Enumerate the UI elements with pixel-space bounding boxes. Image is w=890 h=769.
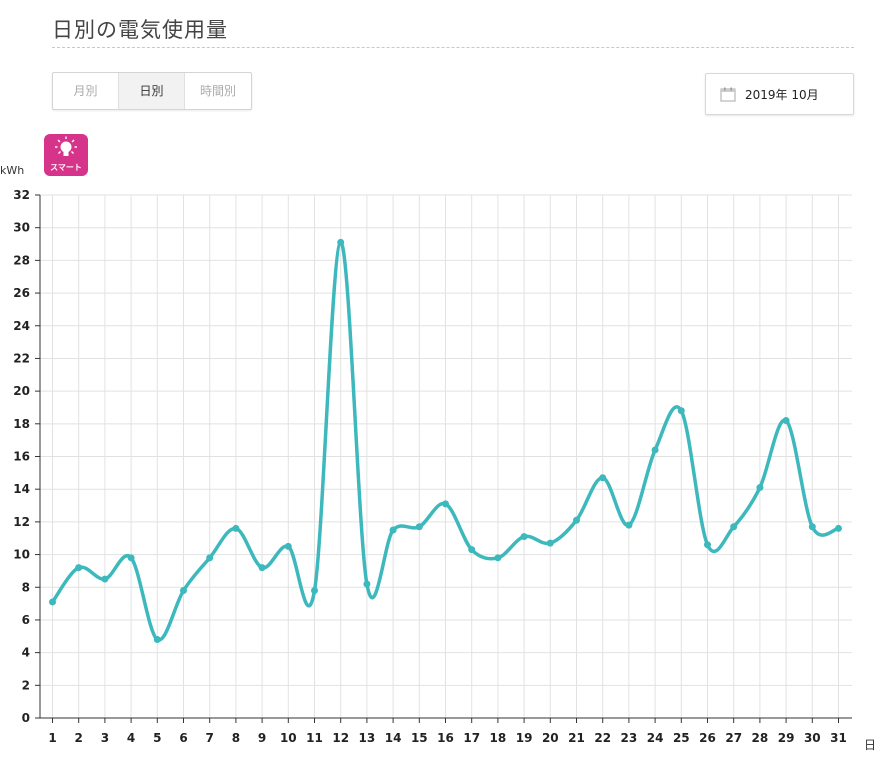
data-point [232, 524, 240, 532]
smart-badge: スマート [44, 134, 88, 176]
data-point [258, 564, 266, 572]
y-tick-label: 2 [22, 678, 30, 692]
x-tick-label: 28 [752, 731, 769, 745]
chart-grid [40, 194, 852, 718]
data-point [337, 238, 345, 246]
x-tick-label: 5 [153, 731, 161, 745]
y-tick-label: 12 [13, 515, 30, 529]
data-point [835, 524, 842, 532]
data-point [808, 523, 816, 531]
x-tick-label: 30 [804, 731, 821, 745]
x-tick-label: 9 [258, 731, 266, 745]
data-point [730, 523, 738, 531]
y-tick-label: 24 [13, 319, 30, 333]
period-tabs: 月別 日別 時間別 [52, 72, 252, 110]
data-point [363, 580, 371, 588]
y-tick-label: 10 [13, 548, 30, 562]
x-tick-label: 24 [647, 731, 664, 745]
data-point [625, 521, 633, 529]
data-point [442, 500, 449, 508]
data-point [127, 554, 135, 562]
x-tick-label: 3 [101, 731, 109, 745]
calendar-icon [720, 87, 736, 102]
y-tick-label: 28 [13, 253, 30, 267]
y-tick-label: 26 [13, 286, 30, 300]
y-tick-label: 4 [22, 646, 30, 660]
x-tick-label: 8 [232, 731, 240, 745]
data-point [651, 446, 659, 454]
lightbulb-icon [55, 136, 77, 156]
month-picker-value: 2019年 10月 [745, 87, 819, 102]
y-tick-label: 30 [13, 221, 30, 235]
data-point [284, 542, 292, 550]
data-point [677, 407, 685, 415]
chart-series [49, 238, 842, 644]
data-point [546, 539, 554, 547]
data-point [180, 587, 187, 595]
x-tick-label: 6 [179, 731, 187, 745]
x-tick-label: 20 [542, 731, 559, 745]
data-point [599, 474, 607, 482]
x-tick-label: 27 [725, 731, 742, 745]
x-tick-label: 7 [206, 731, 214, 745]
x-tick-label: 17 [463, 731, 480, 745]
data-point [389, 526, 397, 534]
data-point [520, 533, 528, 541]
x-tick-label: 2 [75, 731, 83, 745]
x-tick-label: 21 [568, 731, 585, 745]
data-point [49, 598, 56, 606]
data-point [756, 484, 764, 492]
x-tick-label: 23 [621, 731, 638, 745]
y-tick-label: 8 [22, 580, 30, 594]
smart-badge-label: スマート [50, 163, 82, 172]
tab-hourly[interactable]: 時間別 [199, 84, 236, 98]
x-tick-label: 29 [778, 731, 795, 745]
x-tick-label: 15 [411, 731, 428, 745]
x-tick-label: 25 [673, 731, 690, 745]
y-tick-label: 32 [13, 188, 30, 202]
data-point [75, 564, 83, 572]
tab-monthly[interactable]: 月別 [53, 73, 119, 109]
data-point [468, 546, 476, 554]
x-tick-label: 22 [594, 731, 611, 745]
chart-axes [35, 194, 852, 723]
y-tick-label: 6 [22, 613, 30, 627]
x-tick-label: 14 [385, 731, 402, 745]
data-point [782, 417, 790, 425]
x-tick-label: 12 [332, 731, 349, 745]
data-point [573, 516, 580, 524]
x-tick-label: 19 [516, 731, 533, 745]
x-tick-label: 10 [280, 731, 297, 745]
x-axis-label: 日 [864, 738, 876, 752]
data-point [311, 587, 318, 595]
data-point [153, 636, 161, 644]
tab-daily[interactable]: 日別 [119, 73, 185, 109]
y-tick-label: 16 [13, 450, 30, 464]
x-tick-label: 31 [830, 731, 847, 745]
y-tick-label: 18 [13, 417, 30, 431]
page-title: 日別の電気使用量 [52, 18, 228, 42]
data-point [206, 554, 214, 562]
x-tick-label: 13 [359, 731, 376, 745]
x-tick-label: 16 [437, 731, 454, 745]
x-tick-label: 18 [490, 731, 507, 745]
month-picker[interactable]: 2019年 10月 [705, 73, 854, 115]
x-tick-label: 1 [48, 731, 56, 745]
y-tick-label: 20 [13, 384, 30, 398]
title-divider [52, 47, 854, 48]
x-tick-label: 4 [127, 731, 135, 745]
x-tick-label: 26 [699, 731, 716, 745]
data-point [415, 523, 423, 531]
data-point [101, 575, 109, 583]
x-tick-label: 11 [306, 731, 323, 745]
data-point [704, 541, 711, 549]
y-tick-label: 22 [13, 351, 30, 365]
data-point [494, 554, 502, 562]
y-tick-label: 0 [22, 711, 30, 725]
y-axis-label: kWh [0, 164, 24, 177]
y-tick-label: 14 [13, 482, 30, 496]
